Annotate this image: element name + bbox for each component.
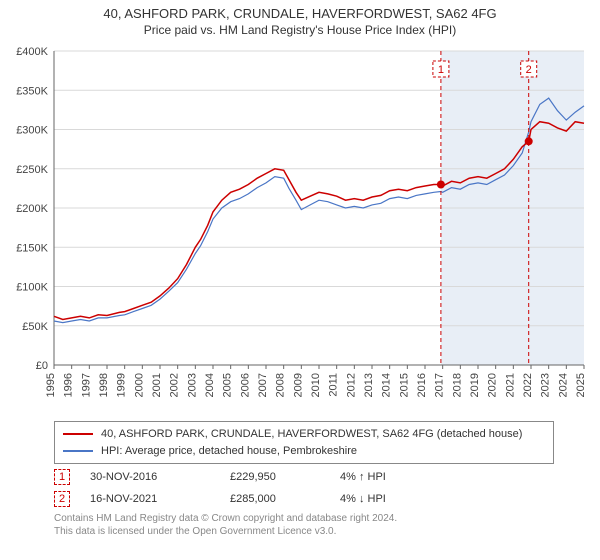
svg-text:2002: 2002 [169, 373, 181, 397]
svg-text:2021: 2021 [504, 373, 516, 397]
transaction-delta: 4% ↓ HPI [340, 493, 440, 505]
svg-text:2004: 2004 [204, 373, 216, 397]
transaction-price: £229,950 [230, 471, 320, 483]
svg-text:2007: 2007 [257, 373, 269, 397]
table-row: 1 30-NOV-2016 £229,950 4% ↑ HPI [54, 468, 554, 486]
legend-item: 40, ASHFORD PARK, CRUNDALE, HAVERFORDWES… [63, 426, 545, 443]
footer-line: Contains HM Land Registry data © Crown c… [54, 512, 592, 525]
svg-text:2022: 2022 [522, 373, 534, 397]
svg-text:£250K: £250K [16, 164, 48, 176]
svg-text:1997: 1997 [80, 373, 92, 397]
chart-title: 40, ASHFORD PARK, CRUNDALE, HAVERFORDWES… [8, 6, 592, 21]
svg-text:2016: 2016 [416, 373, 428, 397]
svg-text:£200K: £200K [16, 203, 48, 215]
svg-text:£300K: £300K [16, 125, 48, 137]
svg-text:2005: 2005 [222, 373, 234, 397]
svg-text:2010: 2010 [310, 373, 322, 397]
svg-text:2003: 2003 [186, 373, 198, 397]
legend-label: HPI: Average price, detached house, Pemb… [101, 443, 357, 460]
legend-swatch [63, 450, 93, 452]
svg-text:2009: 2009 [292, 373, 304, 397]
svg-text:£400K: £400K [16, 46, 48, 58]
svg-text:2023: 2023 [540, 373, 552, 397]
transactions-table: 1 30-NOV-2016 £229,950 4% ↑ HPI 2 16-NOV… [54, 468, 554, 508]
svg-text:£0: £0 [36, 360, 48, 372]
transaction-date: 16-NOV-2021 [90, 493, 210, 505]
svg-text:2011: 2011 [328, 373, 340, 397]
transaction-date: 30-NOV-2016 [90, 471, 210, 483]
svg-text:2012: 2012 [345, 373, 357, 397]
legend-swatch [63, 433, 93, 435]
marker-badge: 2 [54, 491, 70, 507]
transaction-delta: 4% ↑ HPI [340, 471, 440, 483]
marker-badge: 1 [54, 469, 70, 485]
svg-text:2020: 2020 [487, 373, 499, 397]
svg-text:1: 1 [438, 64, 444, 76]
svg-text:2000: 2000 [133, 373, 145, 397]
svg-text:1999: 1999 [116, 373, 128, 397]
svg-text:£350K: £350K [16, 85, 48, 97]
svg-text:2001: 2001 [151, 373, 163, 397]
svg-text:2013: 2013 [363, 373, 375, 397]
svg-text:£50K: £50K [22, 321, 48, 333]
svg-text:2018: 2018 [451, 373, 463, 397]
svg-text:2024: 2024 [557, 373, 569, 397]
transaction-price: £285,000 [230, 493, 320, 505]
svg-text:2006: 2006 [239, 373, 251, 397]
svg-text:2008: 2008 [275, 373, 287, 397]
svg-text:£150K: £150K [16, 242, 48, 254]
chart-subtitle: Price paid vs. HM Land Registry's House … [8, 23, 592, 37]
svg-text:2025: 2025 [575, 373, 587, 397]
svg-text:2015: 2015 [398, 373, 410, 397]
legend-item: HPI: Average price, detached house, Pemb… [63, 443, 545, 460]
legend-label: 40, ASHFORD PARK, CRUNDALE, HAVERFORDWES… [101, 426, 522, 443]
svg-text:1998: 1998 [98, 373, 110, 397]
footer-line: This data is licensed under the Open Gov… [54, 525, 592, 538]
svg-text:2017: 2017 [434, 373, 446, 397]
svg-text:1996: 1996 [63, 373, 75, 397]
svg-text:2014: 2014 [381, 373, 393, 397]
table-row: 2 16-NOV-2021 £285,000 4% ↓ HPI [54, 490, 554, 508]
svg-text:£100K: £100K [16, 282, 48, 294]
svg-text:1995: 1995 [45, 373, 57, 397]
legend: 40, ASHFORD PARK, CRUNDALE, HAVERFORDWES… [54, 421, 554, 464]
price-chart: £0 £50K £100K £150K £200K £250K £300K £350K £400… [8, 45, 592, 415]
svg-text:2: 2 [526, 64, 532, 76]
svg-text:2019: 2019 [469, 373, 481, 397]
footer-attribution: Contains HM Land Registry data © Crown c… [54, 512, 592, 538]
